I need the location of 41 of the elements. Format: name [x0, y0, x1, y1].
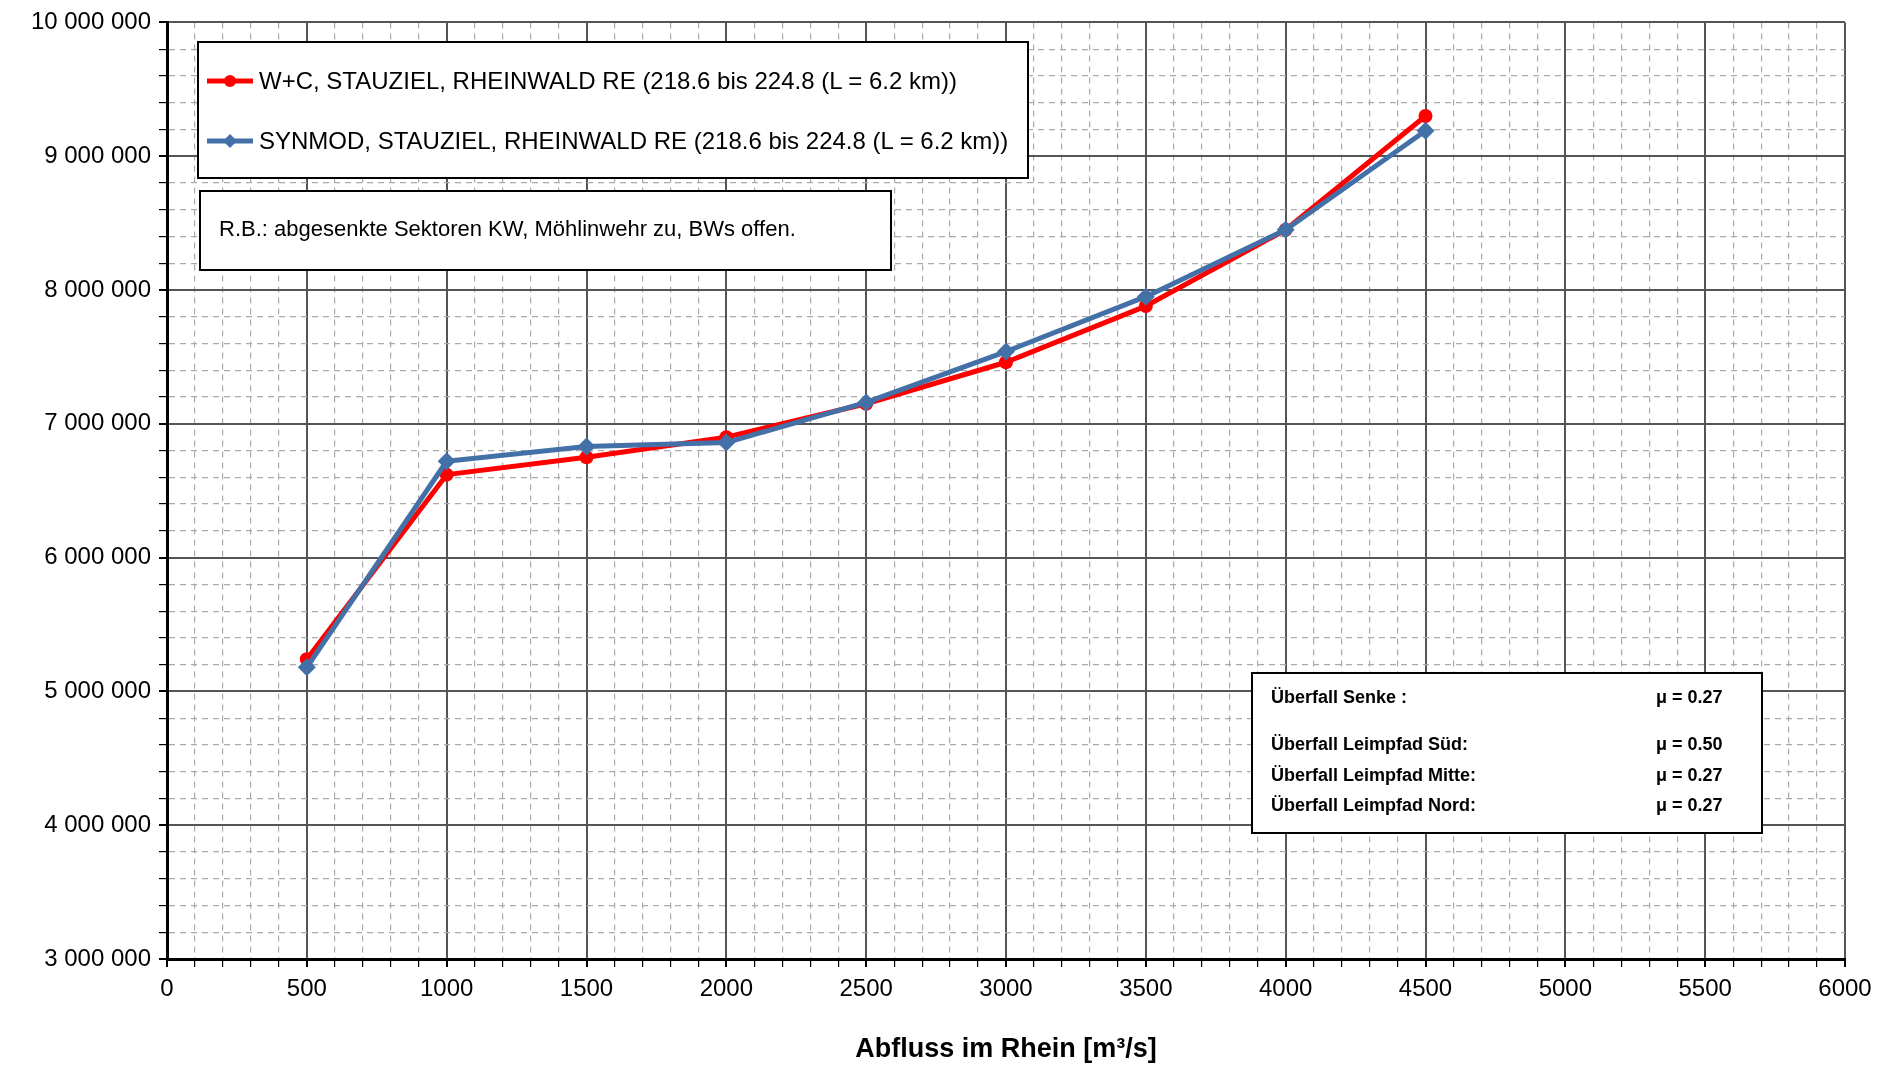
- point: [997, 342, 1015, 361]
- x-axis-title: Abfluss im Rhein [m³/s]: [855, 1033, 1157, 1064]
- annotation: Überfall Leimpfad Süd:: [1271, 733, 1469, 757]
- legend-label: W+C, STAUZIEL, RHEINWALD RE (218.6 bis 224.8 (L = 6.2 km)): [259, 67, 957, 95]
- x-tick-label: 3500: [1119, 974, 1173, 1002]
- x-tick-label: 4000: [1258, 974, 1313, 1002]
- point: [577, 437, 596, 456]
- y-tick-label: 3 000 000: [44, 943, 151, 971]
- x-tick-label: 1000: [419, 974, 474, 1002]
- x-tick-label: 2000: [699, 974, 754, 1002]
- note-box: R.B.: abgesenkte Sektoren KW, Möhlinwehr zu, BWs offen.: [199, 190, 892, 271]
- point: [717, 433, 736, 452]
- legend-label: SYNMOD, STAUZIEL, RHEINWALD RE (218.6 bis 224.8 (L = 6.2 km)): [259, 127, 1009, 155]
- y-tick-label: 6 000 000: [44, 542, 151, 570]
- point: [437, 452, 456, 471]
- x-tick-label: 500: [286, 974, 327, 1002]
- x-tick-label: 1500: [559, 974, 614, 1002]
- y-tick-label: 8 000 000: [44, 274, 151, 302]
- x-tick-label: 4500: [1398, 974, 1453, 1002]
- x-tick-label: 5500: [1678, 974, 1732, 1002]
- x-tick-label: 6000: [1818, 974, 1872, 1002]
- point: [1416, 121, 1435, 140]
- annotation: Überfall Leimpfad Mitte:: [1271, 763, 1477, 787]
- x-tick-label: 2500: [839, 974, 893, 1002]
- x-tick-label: 3000: [979, 974, 1033, 1002]
- y-tick-label: 9 000 000: [44, 140, 151, 168]
- annotation: Überfall Leimpfad Nord:: [1271, 793, 1477, 817]
- point: [297, 658, 316, 677]
- x-tick-label: 5000: [1538, 974, 1593, 1002]
- x-tick-label: 0: [160, 974, 174, 1002]
- annotation: Überfall Senke :: [1271, 686, 1409, 709]
- y-tick-label: 10 000 000: [30, 7, 151, 35]
- y-tick-label: 5 000 000: [44, 676, 151, 704]
- annotation: μ = 0.27: [1656, 686, 1724, 709]
- annotation: μ = 0.50: [1656, 733, 1724, 757]
- annotation: μ = 0.27: [1656, 793, 1724, 817]
- point: [1418, 109, 1433, 124]
- annotation: μ = 0.27: [1656, 763, 1724, 787]
- y-tick-label: 7 000 000: [44, 408, 151, 436]
- y-tick-label: 4 000 000: [44, 809, 151, 837]
- point: [1136, 287, 1155, 306]
